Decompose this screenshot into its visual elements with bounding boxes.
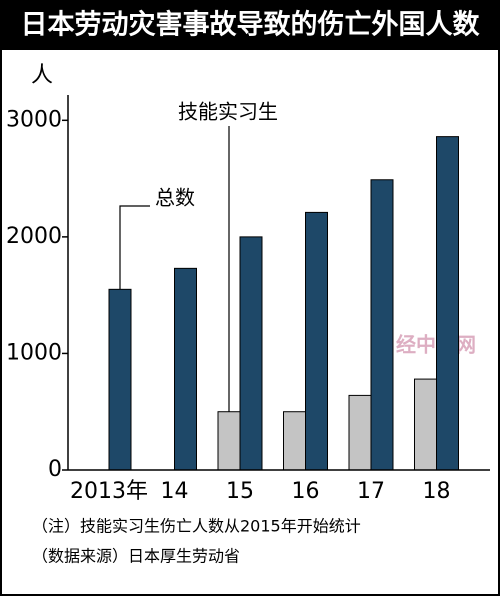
x-tick-label: 14 bbox=[161, 479, 189, 504]
bar bbox=[283, 411, 306, 471]
bar bbox=[217, 411, 241, 471]
bar bbox=[436, 136, 459, 471]
bar bbox=[174, 267, 197, 471]
note: （注）技能实习生伤亡人数从2015年开始统计 bbox=[32, 517, 361, 536]
x-tick-label: 16 bbox=[292, 479, 320, 504]
y-tick-label: 0 bbox=[48, 457, 62, 482]
bar bbox=[370, 179, 394, 471]
bar bbox=[348, 394, 372, 471]
annotation: 总数 bbox=[155, 186, 195, 210]
y-tick-label: 3000 bbox=[6, 107, 62, 132]
bar bbox=[108, 288, 132, 471]
bar bbox=[414, 378, 437, 471]
chart-title: 日本劳动灾害事故导致的伤亡外国人数 bbox=[21, 9, 481, 41]
x-tick-label: 15 bbox=[226, 479, 254, 504]
annotation: 技能实习生 bbox=[178, 100, 278, 124]
title-bar bbox=[0, 0, 500, 50]
leader-line bbox=[119, 205, 150, 290]
y-tick-label: 1000 bbox=[6, 340, 62, 365]
x-tick-label: 17 bbox=[357, 479, 385, 504]
bar bbox=[239, 236, 263, 471]
note: （数据来源）日本厚生劳动省 bbox=[32, 547, 240, 566]
bar bbox=[305, 211, 328, 471]
x-tick-label: 18 bbox=[423, 479, 451, 504]
y-axis-label: 人 bbox=[31, 63, 53, 88]
y-tick-label: 2000 bbox=[6, 224, 62, 249]
x-tick-label: 2013年 bbox=[70, 479, 148, 504]
